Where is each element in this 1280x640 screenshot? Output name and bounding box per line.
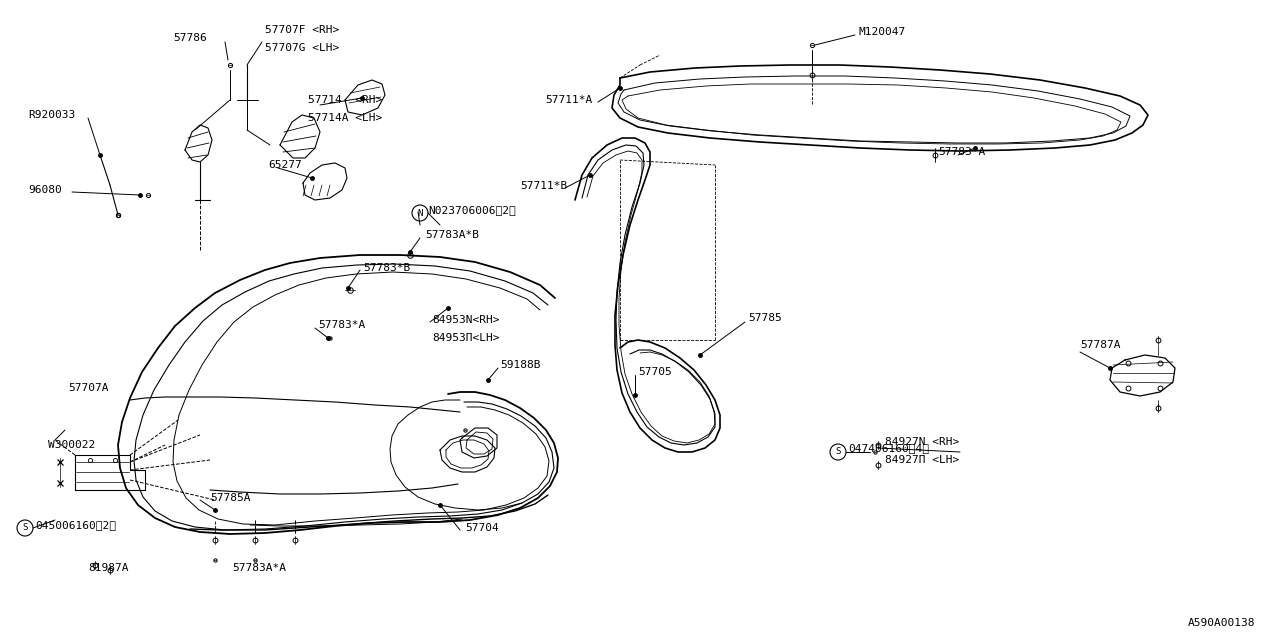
- Text: 57783A*B: 57783A*B: [425, 230, 479, 240]
- Text: 84927N <RH>: 84927N <RH>: [884, 437, 959, 447]
- Text: M120047: M120047: [858, 27, 905, 37]
- Text: 57783*A: 57783*A: [317, 320, 365, 330]
- Text: 57704: 57704: [465, 523, 499, 533]
- Text: N023706006（2）: N023706006（2）: [428, 205, 516, 215]
- Text: W300022: W300022: [49, 440, 95, 450]
- Text: 59188B: 59188B: [500, 360, 540, 370]
- Text: 96080: 96080: [28, 185, 61, 195]
- Text: 57714A <LH>: 57714A <LH>: [308, 113, 383, 123]
- Text: 57787A: 57787A: [1080, 340, 1120, 350]
- Text: S: S: [22, 524, 28, 532]
- Text: 57711*A: 57711*A: [545, 95, 593, 105]
- Text: 57783*A: 57783*A: [938, 147, 986, 157]
- Text: 57707F <RH>: 57707F <RH>: [265, 25, 339, 35]
- Text: 65277: 65277: [268, 160, 302, 170]
- Text: 84927Π <LH>: 84927Π <LH>: [884, 455, 959, 465]
- Text: S: S: [836, 447, 841, 456]
- Text: A590A00138: A590A00138: [1188, 618, 1254, 628]
- Text: 57711*B: 57711*B: [520, 181, 567, 191]
- Text: 57786: 57786: [173, 33, 207, 43]
- Text: N: N: [417, 209, 422, 218]
- Text: 57783*B: 57783*B: [364, 263, 411, 273]
- Text: 045006160（2）: 045006160（2）: [35, 520, 116, 530]
- Text: 57785A: 57785A: [210, 493, 251, 503]
- Text: 57785: 57785: [748, 313, 782, 323]
- Text: R920033: R920033: [28, 110, 76, 120]
- Text: 57714  <RH>: 57714 <RH>: [308, 95, 383, 105]
- Text: 047406160（4）: 047406160（4）: [849, 443, 929, 453]
- Text: 84953N<RH>: 84953N<RH>: [433, 315, 499, 325]
- Text: 57707A: 57707A: [68, 383, 109, 393]
- Text: 84953Π<LH>: 84953Π<LH>: [433, 333, 499, 343]
- Text: 57783A*A: 57783A*A: [232, 563, 285, 573]
- Text: 57707G <LH>: 57707G <LH>: [265, 43, 339, 53]
- Text: 57705: 57705: [637, 367, 672, 377]
- Text: 81987A: 81987A: [88, 563, 128, 573]
